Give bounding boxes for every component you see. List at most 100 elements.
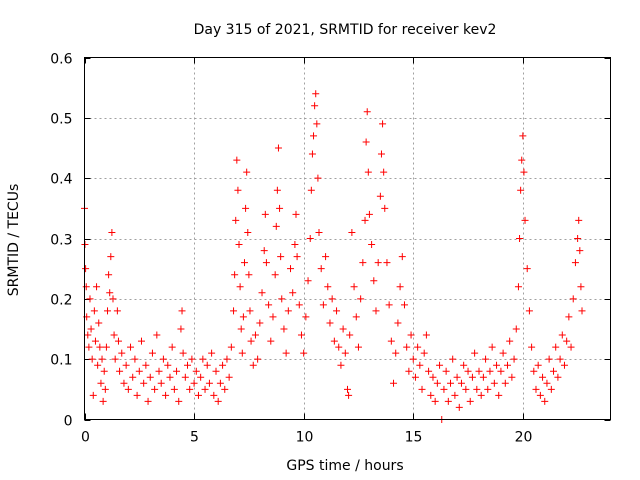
y-tick-label: 0 [64,414,73,430]
data-point [466,397,474,405]
data-point [238,349,246,357]
data-point [442,367,450,375]
data-point [82,265,90,273]
data-point [541,397,549,405]
data-point [510,355,518,363]
data-point [84,331,92,339]
data-point [277,253,285,261]
data-point [499,349,507,357]
data-point [282,349,290,357]
data-point [339,325,347,333]
data-point [89,391,97,399]
data-point [131,355,139,363]
data-point [267,337,275,345]
data-point [350,283,358,291]
data-point [308,150,316,158]
data-point [170,385,178,393]
data-point [227,343,235,351]
data-point [495,391,503,399]
data-point [377,150,385,158]
data-point [523,265,531,273]
data-point [508,373,516,381]
data-point [261,210,269,218]
data-point [383,259,391,267]
y-tick-label: 0.2 [50,293,72,309]
data-point [379,120,387,128]
data-point [100,367,108,375]
data-point [543,379,551,387]
data-point [203,361,211,369]
data-point [516,235,524,242]
data-point [188,355,196,363]
data-point [205,379,213,387]
data-point [363,108,371,116]
data-point [313,120,321,128]
data-point [190,379,198,387]
data-point [216,379,224,387]
data-point [475,367,483,375]
data-point [357,295,365,303]
data-point [372,307,380,315]
data-point [337,361,345,369]
data-point [433,379,441,387]
data-point [326,319,334,327]
data-point [237,325,245,333]
data-point [345,391,353,399]
x-tick-label: 15 [405,430,423,446]
data-point [98,355,106,363]
data-point [578,307,586,315]
data-point [400,301,408,309]
data-point [364,168,372,176]
data-point [490,379,498,387]
data-point [518,156,526,164]
chart-title: Day 315 of 2021, SRMTID for receiver kev… [194,22,497,38]
data-point [519,132,527,140]
data-point [247,337,255,345]
y-tick-label: 0.5 [50,112,72,128]
data-point [429,373,437,381]
data-point [271,271,279,279]
data-point [236,283,244,291]
data-point [104,307,112,315]
data-point [565,313,573,321]
data-point [328,295,336,303]
data-point [82,283,90,291]
data-point [528,343,536,351]
x-tick-label: 0 [81,430,90,446]
data-point [110,331,118,339]
data-point [293,253,301,261]
data-point [179,349,187,357]
data-point [381,204,389,212]
x-tick-label: 20 [515,430,533,446]
data-point [249,361,257,369]
data-point [569,295,577,303]
data-point [199,355,207,363]
data-point [306,235,314,242]
data-point [177,325,185,333]
y-axis-label: SRMTID / TECUs [6,184,22,297]
data-point [256,319,264,327]
data-point [284,307,292,315]
data-point [181,373,189,381]
data-point [471,349,479,357]
data-point [184,361,192,369]
data-point [260,247,268,255]
data-point [479,373,487,381]
data-point [462,385,470,393]
data-point [99,397,107,405]
data-point [497,367,505,375]
data-point [173,367,181,375]
data-point [107,253,115,261]
data-point [239,313,247,321]
data-point [114,337,122,345]
data-point [124,385,132,393]
data-point [274,144,282,152]
data-point [354,343,362,351]
data-point [140,379,148,387]
data-point [362,138,370,146]
data-point [178,307,186,315]
data-point [525,307,533,315]
data-point [85,343,93,351]
data-point [376,192,384,200]
y-tick-label: 0.4 [50,172,72,188]
